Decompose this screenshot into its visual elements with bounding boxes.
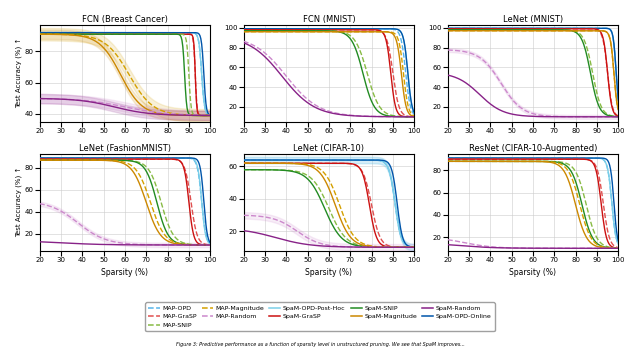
Y-axis label: Test Accuracy (%) ↑: Test Accuracy (%) ↑	[15, 167, 22, 237]
X-axis label: Sparsity (%): Sparsity (%)	[101, 268, 148, 277]
Title: LeNet (CIFAR-10): LeNet (CIFAR-10)	[294, 144, 364, 153]
Text: Figure 3: Predictive performance as a function of sparsity level in unstructured: Figure 3: Predictive performance as a fu…	[175, 342, 465, 347]
Title: ResNet (CIFAR-10-Augmented): ResNet (CIFAR-10-Augmented)	[468, 144, 597, 153]
Title: FCN (MNIST): FCN (MNIST)	[303, 15, 355, 24]
Title: FCN (Breast Cancer): FCN (Breast Cancer)	[82, 15, 168, 24]
Title: LeNet (MNIST): LeNet (MNIST)	[503, 15, 563, 24]
Y-axis label: Test Accuracy (%) ↑: Test Accuracy (%) ↑	[15, 38, 22, 109]
Legend: MAP-OPD, MAP-GraSP, MAP-SNIP, MAP-Magnitude, MAP-Random, SpaM-OPD-Post-Hoc, SpaM: MAP-OPD, MAP-GraSP, MAP-SNIP, MAP-Magnit…	[145, 302, 495, 331]
Title: LeNet (FashionMNIST): LeNet (FashionMNIST)	[79, 144, 171, 153]
X-axis label: Sparsity (%): Sparsity (%)	[509, 268, 556, 277]
X-axis label: Sparsity (%): Sparsity (%)	[305, 268, 353, 277]
